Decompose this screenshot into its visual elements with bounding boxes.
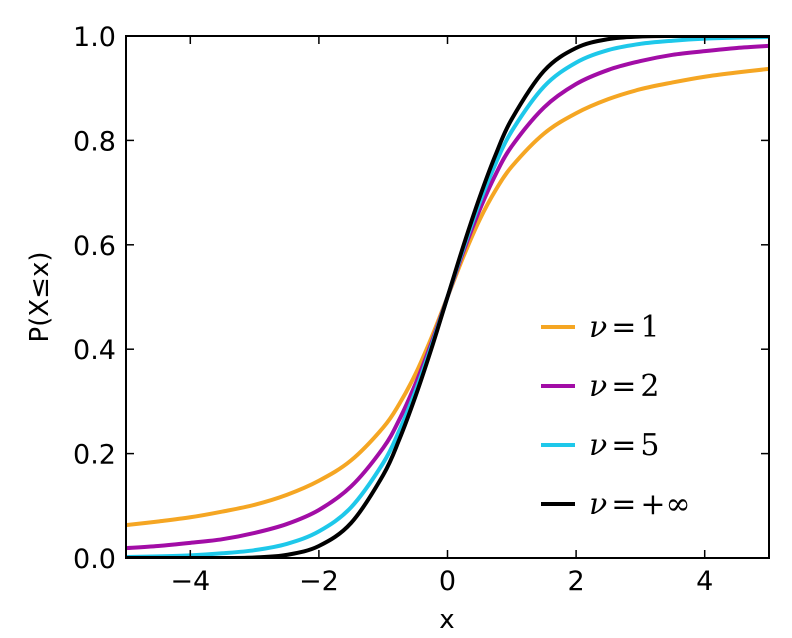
legend-item-3: ν = 5 (541, 428, 659, 463)
legend-value: 1 (640, 310, 659, 345)
x-tick-label: −4 (170, 566, 210, 597)
legend: ν = 1ν = 2ν = 5ν = +∞ (541, 310, 691, 522)
legend-item-4: ν = +∞ (541, 487, 691, 522)
x-tick-label: 2 (568, 566, 585, 597)
legend-label: ν = 2 (589, 369, 659, 404)
x-tick-label: 4 (696, 566, 713, 597)
legend-label: ν = 5 (589, 428, 659, 463)
y-tick-label: 0.4 (73, 335, 116, 366)
legend-var: ν (589, 428, 607, 463)
x-axis-label: x (439, 605, 454, 635)
legend-op: = (611, 487, 636, 522)
legend-var: ν (589, 487, 607, 522)
legend-value: +∞ (640, 487, 690, 522)
legend-var: ν (589, 369, 607, 404)
y-tick-label: 0.6 (73, 231, 116, 262)
legend-op: = (611, 428, 636, 463)
legend-value: 5 (640, 428, 659, 463)
legend-label: ν = +∞ (589, 487, 691, 522)
x-tick-label: −2 (299, 566, 339, 597)
y-tick-label: 1.0 (73, 22, 116, 53)
tick-layer: −4 −2 0 2 4 0.0 0.2 0.4 0.6 0.8 1.0 (73, 22, 769, 597)
legend-value: 2 (640, 369, 659, 404)
legend-item-1: ν = 1 (541, 310, 659, 345)
legend-var: ν (589, 310, 607, 345)
legend-item-2: ν = 2 (541, 369, 659, 404)
series-line-4 (126, 36, 769, 558)
legend-op: = (611, 310, 636, 345)
legend-op: = (611, 369, 636, 404)
y-tick-label: 0.8 (73, 126, 116, 157)
y-axis-label: P(X≤x) (25, 252, 55, 343)
series-layer (126, 36, 769, 558)
legend-label: ν = 1 (589, 310, 659, 345)
y-tick-label: 0.0 (73, 544, 116, 575)
x-tick-label: 0 (439, 566, 456, 597)
y-tick-label: 0.2 (73, 440, 116, 471)
